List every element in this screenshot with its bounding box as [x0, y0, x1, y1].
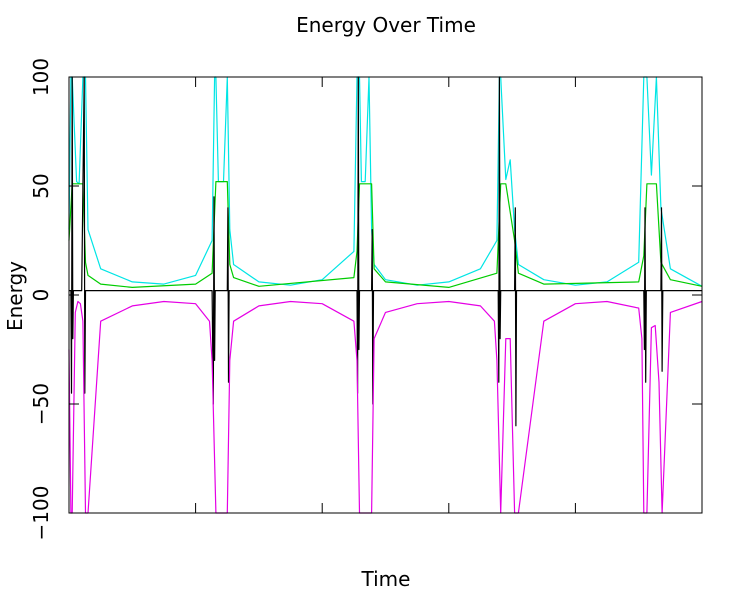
chart-title: Energy Over Time [296, 13, 476, 37]
plot-frame [68, 76, 703, 514]
y-axis-label: Energy [3, 261, 27, 331]
y-tick-label-0: −100 [29, 486, 53, 541]
y-tick-label-1: −50 [29, 383, 53, 425]
series-line-cyan [68, 76, 703, 287]
series-line-black [69, 76, 702, 427]
ticks-layer: −100 −50 0 50 100 [29, 58, 702, 541]
x-axis-label: Time [361, 567, 411, 591]
y-tick-label-4: 100 [29, 58, 53, 96]
y-tick-label-2: 0 [29, 289, 53, 302]
series-line-green [68, 181, 703, 288]
y-tick-label-3: 50 [29, 173, 53, 198]
